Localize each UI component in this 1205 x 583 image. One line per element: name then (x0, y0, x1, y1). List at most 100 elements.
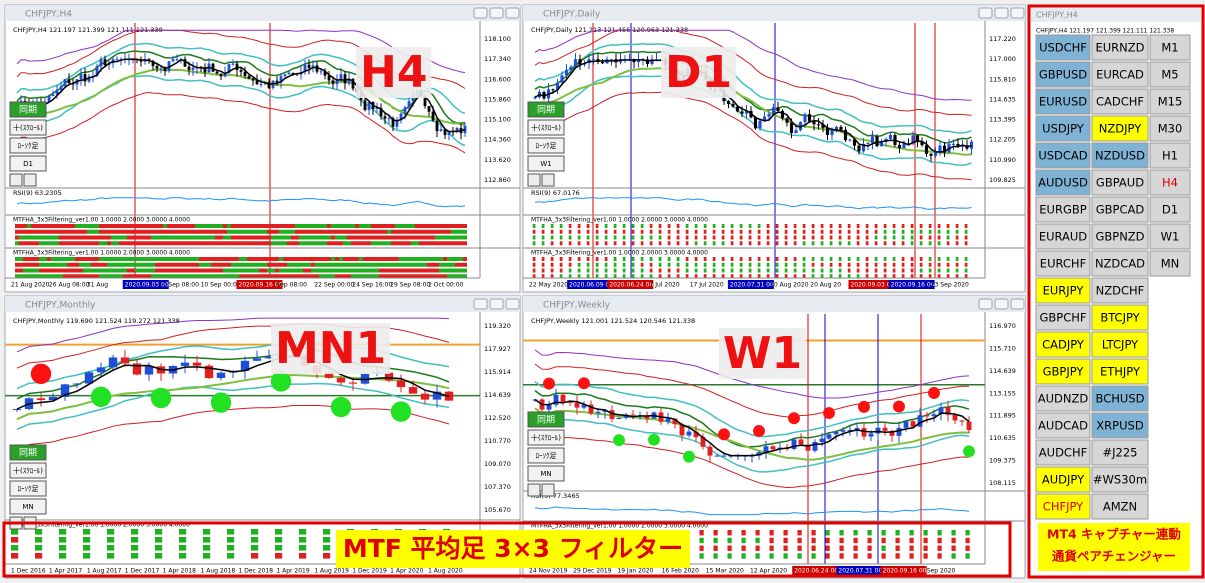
symbol-button[interactable] (1091, 88, 1149, 115)
window-control[interactable] (994, 7, 1009, 19)
symbol-button[interactable] (1149, 61, 1191, 88)
symbol-button[interactable] (1035, 169, 1091, 196)
symbol-button[interactable] (1035, 412, 1091, 439)
scroll-arrow[interactable] (541, 173, 555, 187)
window-control[interactable] (489, 298, 504, 310)
symbol-button[interactable] (1091, 358, 1149, 385)
side-button[interactable] (527, 465, 565, 482)
mtf-cell (811, 241, 815, 246)
mtf-cell (631, 229, 635, 234)
mtf-cell (107, 229, 111, 234)
symbol-button[interactable] (1035, 439, 1091, 466)
side-button[interactable] (9, 119, 47, 136)
symbol-button[interactable] (1091, 169, 1149, 196)
mtf-cell (291, 241, 295, 246)
mtf-cell (187, 262, 191, 267)
window-control[interactable] (1010, 298, 1025, 310)
window-control[interactable] (473, 7, 488, 19)
side-button[interactable] (9, 462, 47, 479)
side-button[interactable] (527, 101, 565, 118)
mtf-cell (923, 530, 928, 536)
symbol-button[interactable] (1091, 493, 1149, 520)
scroll-arrow[interactable] (527, 173, 541, 187)
symbol-button[interactable] (1091, 115, 1149, 142)
symbol-button[interactable] (1091, 466, 1149, 493)
window-control[interactable] (505, 298, 520, 310)
side-button[interactable] (9, 155, 47, 172)
side-button[interactable] (527, 137, 565, 154)
side-button[interactable] (9, 480, 47, 497)
signal-dot (90, 386, 112, 408)
symbol-button[interactable] (1035, 358, 1091, 385)
mtf-cell (319, 241, 323, 246)
mtf-cell (331, 224, 335, 229)
symbol-button[interactable] (1091, 142, 1149, 169)
symbol-button[interactable] (1091, 196, 1149, 223)
symbol-button[interactable] (1035, 196, 1091, 223)
mtf-cell (283, 274, 287, 279)
side-button[interactable] (527, 447, 565, 464)
symbol-button[interactable] (1091, 412, 1149, 439)
window-control[interactable] (489, 7, 504, 19)
symbol-button[interactable] (1149, 169, 1191, 196)
side-button[interactable] (527, 119, 565, 136)
side-button[interactable] (527, 155, 565, 172)
symbol-button[interactable] (1149, 250, 1191, 277)
symbol-button[interactable] (1149, 34, 1191, 61)
mtf-cell (355, 262, 359, 267)
symbol-button[interactable] (1091, 250, 1149, 277)
window-control[interactable] (473, 298, 488, 310)
symbol-button[interactable] (1091, 34, 1149, 61)
mtf-cell (95, 224, 99, 229)
window-control[interactable] (978, 298, 993, 310)
window-control[interactable] (978, 7, 993, 19)
symbol-button[interactable] (1091, 331, 1149, 358)
symbol-button[interactable] (1035, 385, 1091, 412)
symbol-button[interactable] (1035, 115, 1091, 142)
symbol-button[interactable] (1035, 466, 1091, 493)
symbol-button[interactable] (1035, 493, 1091, 520)
symbol-button[interactable] (1035, 250, 1091, 277)
mtf-cell (187, 274, 191, 279)
mtf-cell (255, 224, 259, 229)
window-control[interactable] (1010, 7, 1025, 19)
mtf-cell (783, 530, 788, 536)
side-button[interactable] (9, 498, 47, 515)
symbol-button[interactable] (1035, 61, 1091, 88)
symbol-button[interactable] (1035, 88, 1091, 115)
symbol-button[interactable] (1149, 88, 1191, 115)
side-button[interactable] (9, 101, 47, 118)
symbol-button[interactable] (1149, 142, 1191, 169)
scroll-arrow[interactable] (541, 483, 555, 497)
symbol-button[interactable] (1149, 115, 1191, 142)
symbol-button[interactable] (1091, 277, 1149, 304)
symbol-button[interactable] (1035, 277, 1091, 304)
side-button[interactable] (527, 411, 565, 428)
scroll-arrow[interactable] (527, 483, 541, 497)
symbol-button[interactable] (1035, 223, 1091, 250)
window-control[interactable] (994, 298, 1009, 310)
scroll-arrow[interactable] (23, 173, 37, 187)
symbol-button[interactable] (1091, 439, 1149, 466)
window-control[interactable] (505, 7, 520, 19)
symbol-button[interactable] (1091, 61, 1149, 88)
symbol-button[interactable] (1035, 34, 1091, 61)
symbol-button-label: GBPAUD (1096, 176, 1144, 190)
side-button[interactable] (9, 137, 47, 154)
symbol-button[interactable] (1035, 304, 1091, 331)
mtf-cell (251, 537, 259, 543)
symbol-button[interactable] (1091, 385, 1149, 412)
symbol-button[interactable] (1035, 331, 1091, 358)
symbol-button[interactable] (1091, 304, 1149, 331)
mtf-cell (757, 262, 761, 267)
symbol-button[interactable] (1149, 196, 1191, 223)
mtf-cell (179, 545, 187, 551)
symbol-button[interactable] (1149, 223, 1191, 250)
mtf-cell (239, 262, 243, 267)
symbol-button[interactable] (1091, 223, 1149, 250)
mtf-cell (307, 274, 311, 279)
symbol-button[interactable] (1035, 142, 1091, 169)
scroll-arrow[interactable] (9, 173, 23, 187)
side-button[interactable] (9, 444, 47, 461)
side-button[interactable] (527, 429, 565, 446)
